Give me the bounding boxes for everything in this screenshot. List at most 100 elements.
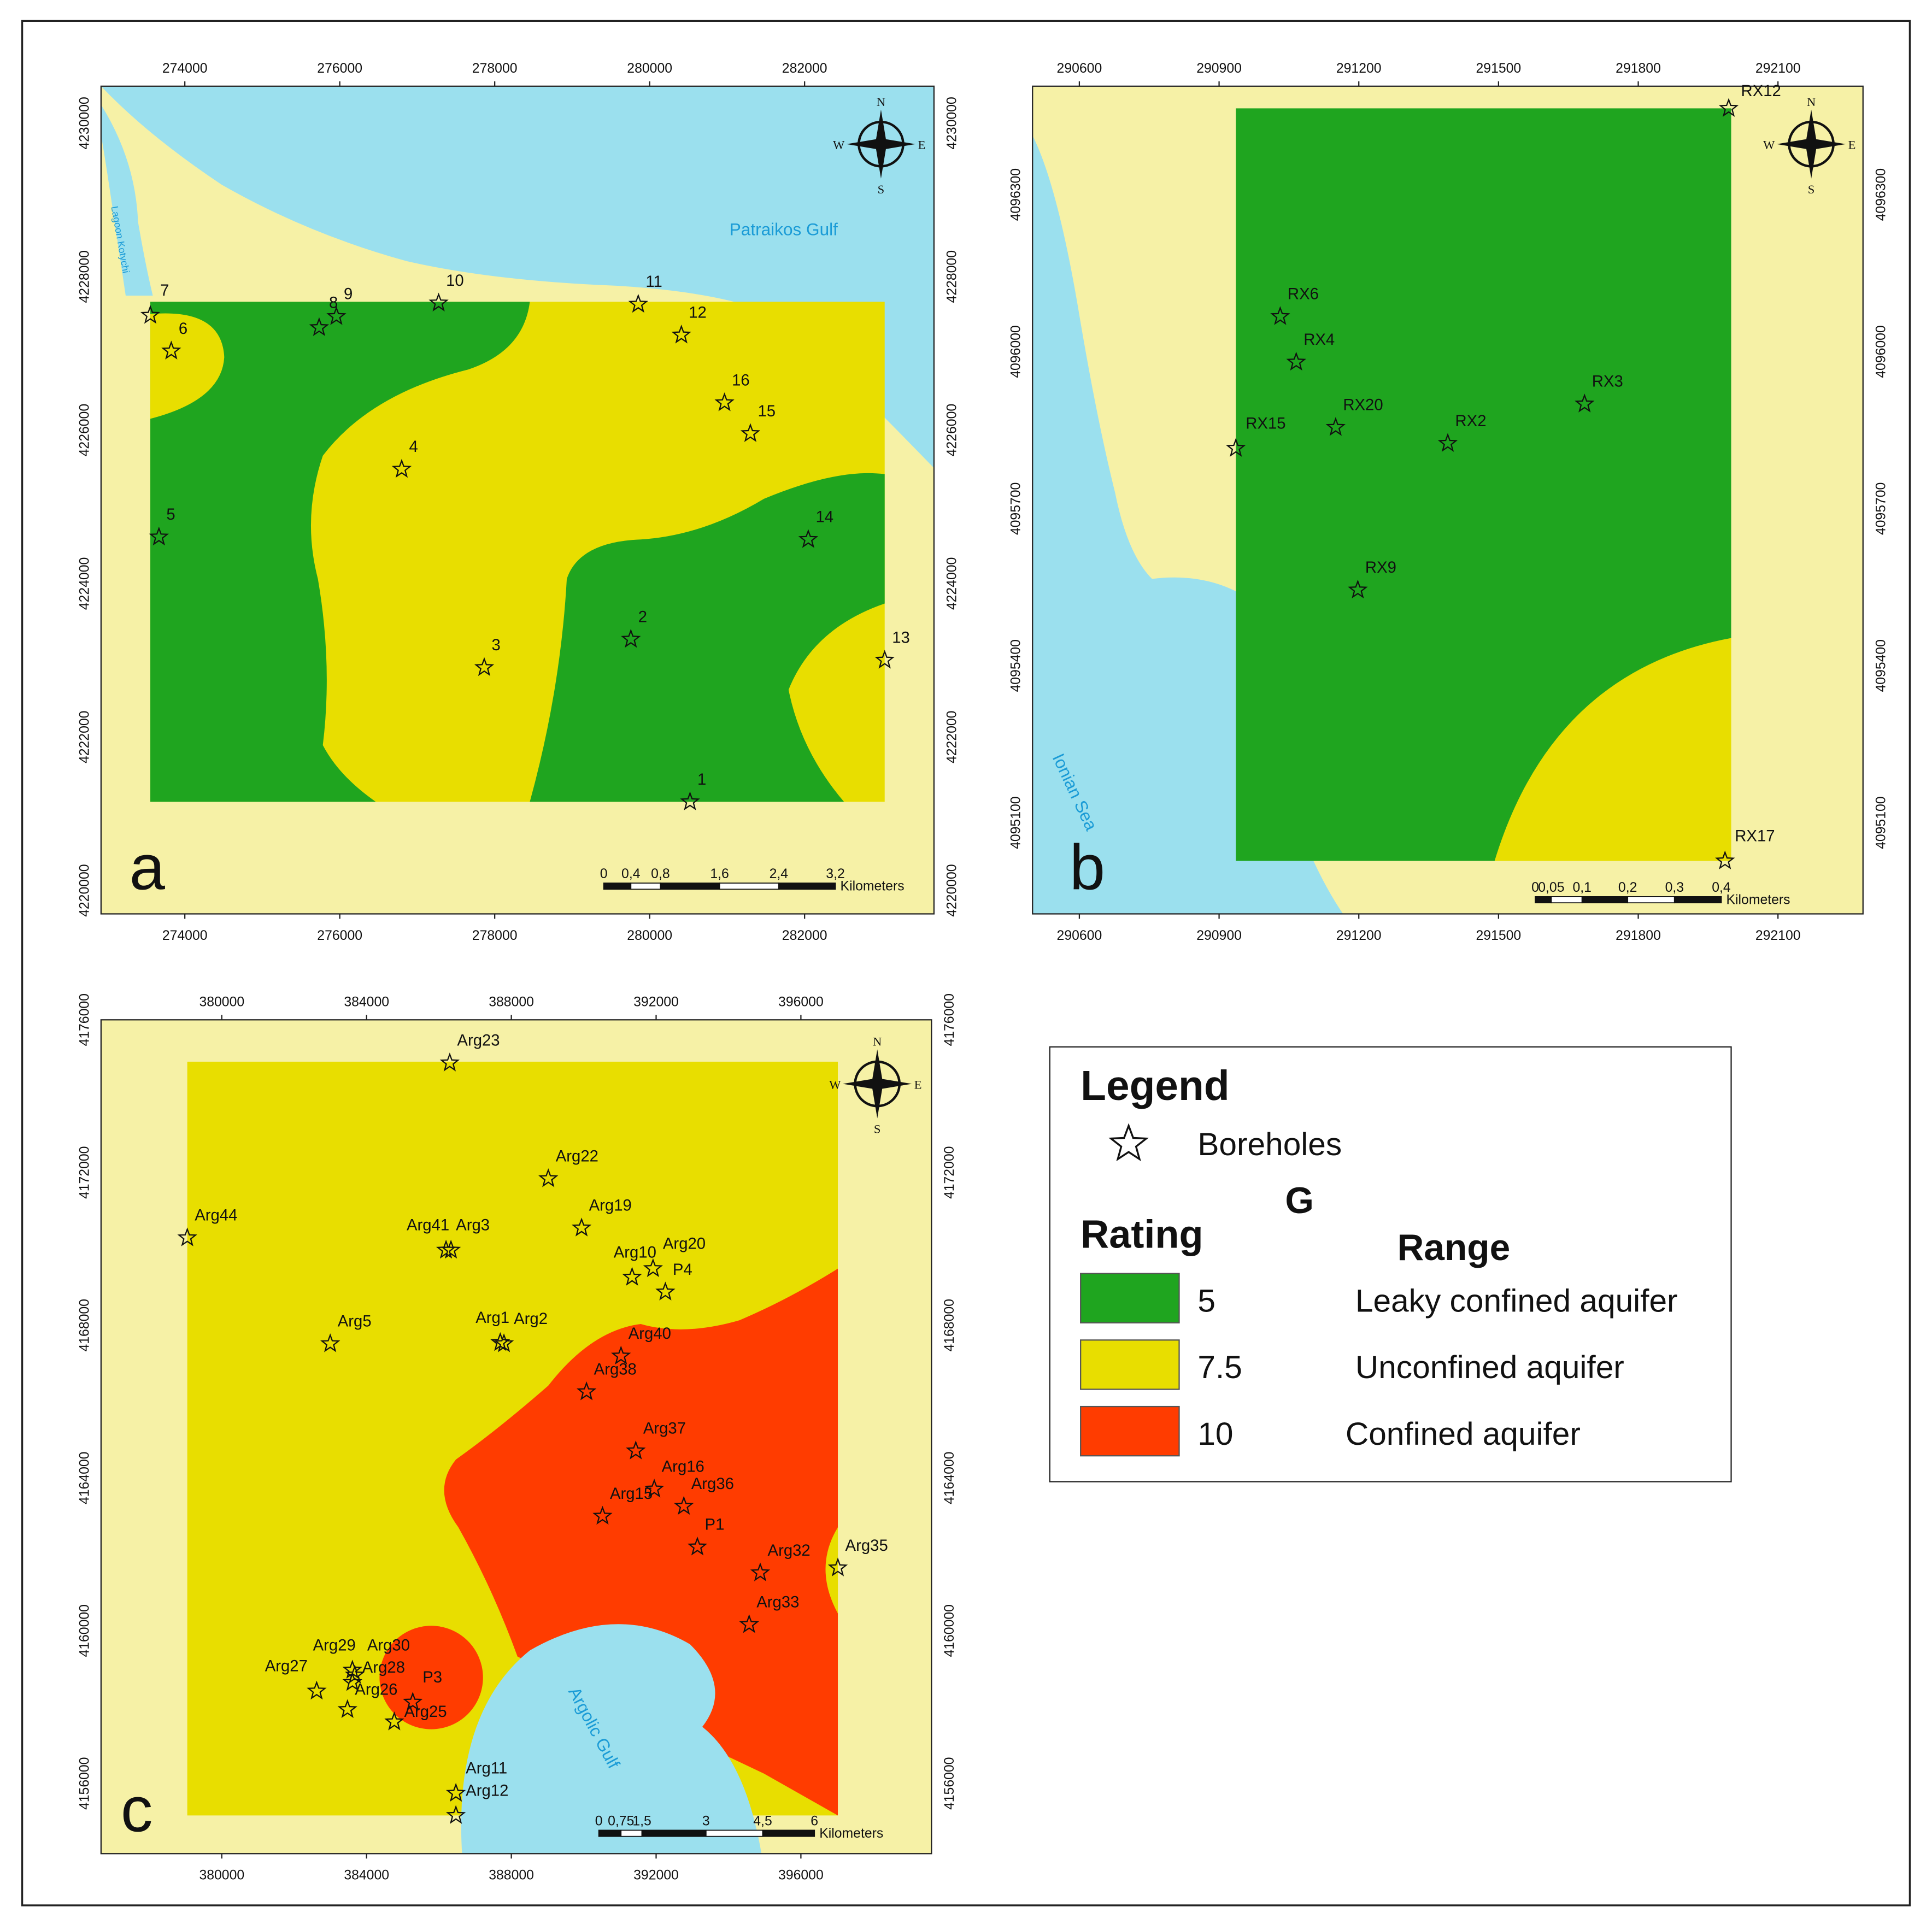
borehole-marker	[644, 1479, 665, 1498]
scale-label: 6	[811, 1814, 818, 1828]
scale-label: 1,6	[710, 867, 729, 881]
borehole-marker	[655, 1281, 676, 1301]
y-tick-label: 4095700	[1874, 483, 1888, 535]
x-tick-label: 282000	[782, 928, 827, 943]
compass-w: W	[1763, 138, 1775, 152]
borehole-label: 12	[689, 304, 707, 322]
sea	[461, 1624, 762, 1854]
borehole-marker	[149, 526, 169, 546]
compass-e: E	[914, 1078, 922, 1092]
borehole-label: Arg12	[466, 1781, 508, 1799]
legend-swatch	[1080, 1273, 1180, 1323]
borehole-label: Arg25	[404, 1703, 447, 1721]
x-tick-label: 392000	[633, 1868, 679, 1883]
y-tick-label: 4095400	[1009, 639, 1024, 692]
scale-label: 0,4	[1712, 880, 1731, 895]
x-tick-label: 290600	[1057, 928, 1102, 943]
borehole-marker	[384, 1711, 404, 1731]
compass-w: W	[829, 1078, 841, 1092]
scale-label: 0,4	[621, 867, 641, 881]
map-frame	[1032, 85, 1864, 915]
y-tick-label: 4156000	[77, 1757, 92, 1810]
scale-bar-segment	[598, 1829, 622, 1837]
x-tick-label: 292100	[1755, 928, 1801, 943]
borehole-marker	[628, 293, 648, 313]
borehole-label: RX2	[1455, 412, 1487, 430]
legend-rating: 10	[1197, 1416, 1233, 1452]
y-tick-label: 4230000	[77, 97, 92, 149]
borehole-label: Arg3	[456, 1216, 490, 1234]
borehole-marker	[1715, 850, 1735, 870]
y-tick-label: 4226000	[77, 404, 92, 456]
compass: N S E W	[833, 95, 925, 196]
borehole-label: Arg41	[407, 1216, 449, 1234]
borehole-label: P3	[422, 1668, 442, 1686]
borehole-label: Arg5	[338, 1313, 372, 1331]
scale-bar-segment	[1551, 896, 1583, 904]
compass-s: S	[878, 183, 885, 196]
borehole-label: Arg30	[367, 1636, 410, 1654]
y-tick-label: 4095100	[1874, 796, 1888, 849]
borehole-label: P1	[705, 1515, 725, 1533]
scale-bar-segment	[1581, 896, 1629, 904]
borehole-marker	[1270, 306, 1290, 325]
y-tick-label: 4172000	[942, 1146, 957, 1199]
y-tick-label: 4096000	[1874, 325, 1888, 378]
borehole-label: 5	[166, 505, 175, 523]
x-tick-label: 291200	[1336, 928, 1382, 943]
borehole-label: 13	[892, 629, 910, 647]
borehole-marker	[714, 392, 735, 411]
borehole-marker	[326, 306, 347, 325]
map-frame	[100, 85, 935, 915]
y-tick-label: 4176000	[942, 993, 957, 1046]
scale-bar-segment	[778, 882, 836, 890]
borehole-marker	[576, 1381, 597, 1401]
scale-label: 0,2	[1618, 880, 1637, 895]
scale-label: 2,4	[770, 867, 789, 881]
borehole-label: 1	[697, 770, 706, 789]
y-tick-label: 4160000	[77, 1604, 92, 1657]
y-tick-label: 4095100	[1009, 796, 1024, 849]
borehole-marker	[1325, 417, 1346, 436]
y-tick-label: 4228000	[944, 250, 959, 303]
scale-label: 0,75	[608, 1814, 634, 1828]
borehole-marker	[1226, 438, 1246, 457]
x-tick-label: 396000	[778, 995, 824, 1010]
scale-bar-segment	[630, 882, 661, 890]
borehole-label: RX15	[1246, 414, 1285, 432]
scale-bar-segment	[719, 882, 779, 890]
borehole-marker	[827, 1557, 848, 1576]
legend-borehole-label: Boreholes	[1197, 1127, 1342, 1162]
borehole-marker	[1437, 433, 1458, 452]
legend-range: Unconfined aquifer	[1355, 1350, 1624, 1385]
y-tick-label: 4224000	[77, 557, 92, 610]
borehole-marker	[798, 529, 819, 548]
scale-label: 0	[595, 1814, 603, 1828]
borehole-marker	[621, 628, 641, 648]
x-tick-label: 380000	[199, 1868, 244, 1883]
panel-a-map	[100, 85, 935, 915]
place-name: Patraikos Gulf	[730, 220, 838, 239]
scale-label: 0	[600, 867, 608, 881]
borehole-marker	[750, 1562, 771, 1581]
panel-letter: c	[121, 1774, 153, 1845]
scale-unit: Kilometers	[1727, 892, 1790, 907]
legend-swatch	[1080, 1339, 1180, 1390]
borehole-marker	[445, 1805, 466, 1824]
x-tick-label: 276000	[317, 61, 362, 76]
compass-n: N	[877, 95, 885, 109]
scale-bar-segment	[762, 1829, 815, 1837]
x-tick-label: 388000	[489, 995, 534, 1010]
scale-label: 0,1	[1573, 880, 1592, 895]
leaky-zone	[150, 302, 530, 802]
borehole-label: Arg16	[662, 1458, 704, 1476]
borehole-marker	[687, 1536, 708, 1556]
borehole-label: Arg33	[756, 1593, 799, 1611]
x-tick-label: 380000	[199, 995, 244, 1010]
y-tick-label: 4168000	[77, 1299, 92, 1351]
scale-label: 0,8	[651, 867, 670, 881]
borehole-marker	[161, 340, 181, 360]
y-tick-label: 4222000	[944, 711, 959, 763]
y-tick-label: 4096300	[1009, 168, 1024, 221]
x-tick-label: 290600	[1057, 61, 1102, 76]
